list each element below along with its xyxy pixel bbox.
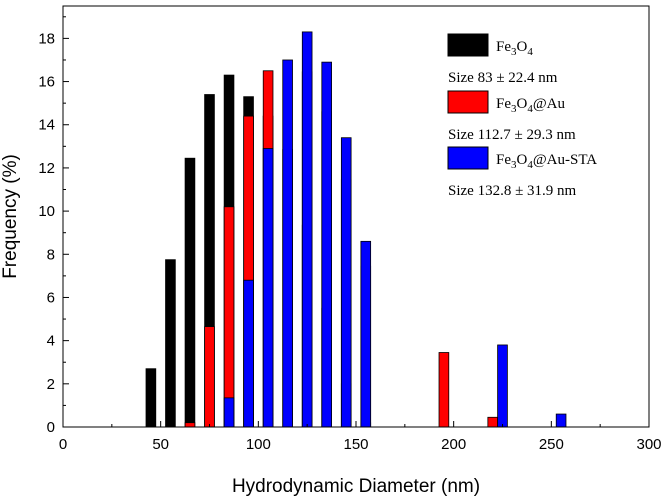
x-axis-title: Hydrodynamic Diameter (nm) xyxy=(232,476,480,497)
x-tick-label: 150 xyxy=(343,436,368,453)
y-axis-title: Frequency (%) xyxy=(0,154,21,279)
y-tick-label: 6 xyxy=(47,289,55,306)
bar-series-3 xyxy=(555,413,567,428)
legend-size-3: Size 132.8 ± 31.9 nm xyxy=(448,183,577,199)
bar-series-3 xyxy=(243,279,254,428)
legend-label-3: Fe3O4@Au-STA xyxy=(496,152,597,171)
x-tick-label: 300 xyxy=(636,436,661,453)
y-tick-label: 0 xyxy=(47,419,55,436)
x-tick-label: 0 xyxy=(59,436,67,453)
bar-series-3 xyxy=(301,31,313,428)
legend-label-1: Fe3O4 xyxy=(496,39,533,58)
legend-swatch-3 xyxy=(447,146,489,170)
bar-series-3 xyxy=(282,59,293,428)
bar-series-3 xyxy=(340,137,352,428)
y-tick-label: 14 xyxy=(38,117,55,134)
bar-series-1 xyxy=(184,157,196,428)
y-tick-label: 12 xyxy=(38,160,55,177)
bars-layer xyxy=(145,31,567,428)
bar-series-2 xyxy=(204,326,215,428)
x-tick-label: 50 xyxy=(152,436,169,453)
plot-frame xyxy=(62,5,650,428)
bar-series-1 xyxy=(165,259,176,428)
y-tick-label: 4 xyxy=(47,333,55,350)
x-tick-label: 200 xyxy=(441,436,466,453)
bar-series-3 xyxy=(321,61,332,428)
bar-series-3 xyxy=(360,240,372,428)
bar-series-1 xyxy=(145,368,157,428)
bar-series-3 xyxy=(497,344,508,428)
x-tick-label: 100 xyxy=(246,436,271,453)
legend-swatch-1 xyxy=(447,33,489,57)
bar-series-2 xyxy=(184,422,196,428)
legend-swatch-2 xyxy=(447,90,489,114)
bar-series-2 xyxy=(223,206,235,428)
legend: Fe3O4 Size 83 ± 22.4 nm Fe3O4@Au Size 112.7… xyxy=(447,33,597,199)
y-tick-label: 8 xyxy=(47,246,55,263)
bar-series-3 xyxy=(262,148,274,428)
legend-size-1: Size 83 ± 22.4 nm xyxy=(448,70,558,86)
x-tick-label: 250 xyxy=(539,436,564,453)
y-tick-label: 16 xyxy=(38,74,55,91)
bar-series-2 xyxy=(438,352,450,428)
y-tick-label: 18 xyxy=(38,30,55,47)
ticks-layer: 0 50 100 150 200 250 300 0 2 4 6 8 10 12 14 16 18 xyxy=(38,16,662,453)
legend-size-2: Size 112.7 ± 29.3 nm xyxy=(448,127,576,143)
y-tick-label: 10 xyxy=(38,203,55,220)
bar-series-3 xyxy=(223,397,235,428)
y-tick-label: 2 xyxy=(47,376,55,393)
legend-label-2: Fe3O4@Au xyxy=(496,96,565,115)
bar-series-2 xyxy=(487,416,499,428)
